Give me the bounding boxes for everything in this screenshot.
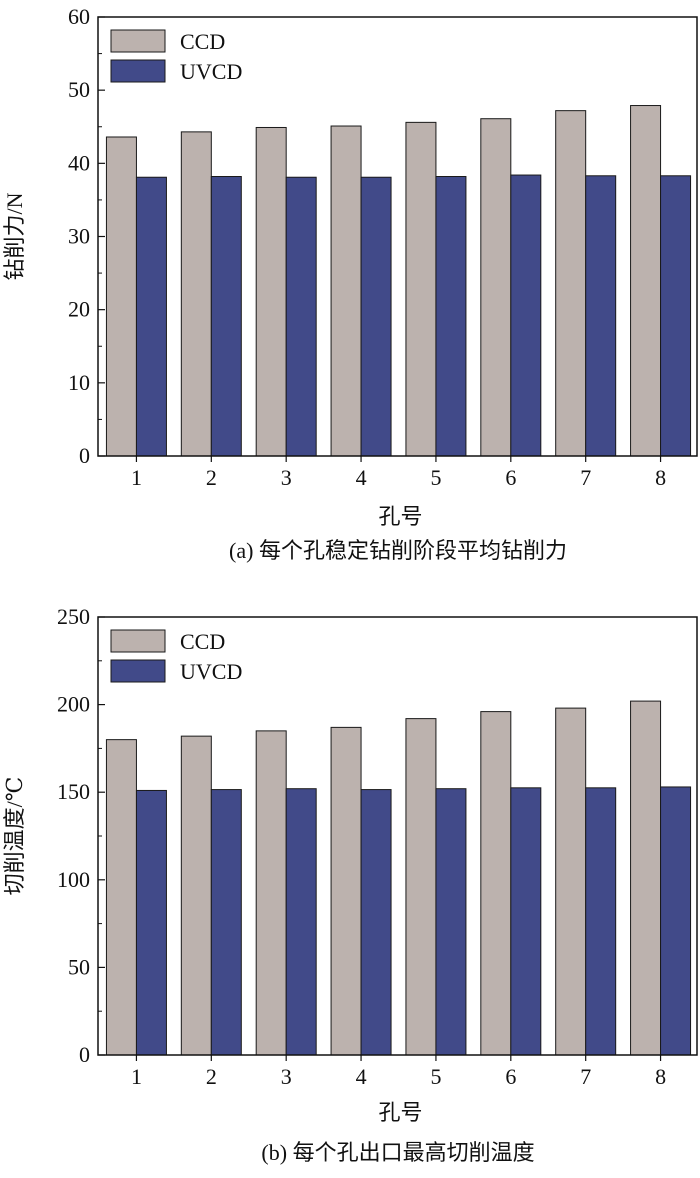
x-tick-label: 7 bbox=[580, 465, 591, 490]
chart-caption: (a) 每个孔稳定钻削阶段平均钻削力 bbox=[229, 538, 567, 563]
x-tick-label: 8 bbox=[655, 465, 666, 490]
bar-uvcd-8 bbox=[660, 786, 692, 1056]
bar-ccd-7 bbox=[555, 110, 587, 457]
bar-uvcd-2 bbox=[210, 789, 242, 1056]
x-tick-label: 4 bbox=[356, 465, 367, 490]
x-tick-label: 1 bbox=[131, 465, 142, 490]
bar-ccd-2 bbox=[180, 735, 212, 1056]
bar-ccd-1 bbox=[105, 136, 137, 457]
y-tick-label: 250 bbox=[57, 604, 90, 629]
bar-uvcd-7 bbox=[585, 787, 617, 1056]
y-tick-label: 30 bbox=[68, 224, 90, 249]
y-tick-label: 0 bbox=[79, 443, 90, 468]
bar-uvcd-6 bbox=[510, 174, 542, 457]
bar-uvcd-5 bbox=[435, 788, 467, 1056]
legend-label-ccd: CCD bbox=[180, 629, 225, 654]
bar-uvcd-6 bbox=[510, 787, 542, 1056]
y-axis-label: 切削温度/℃ bbox=[2, 777, 27, 896]
bar-ccd-6 bbox=[480, 711, 512, 1056]
y-tick-label: 10 bbox=[68, 370, 90, 395]
bar-uvcd-3 bbox=[285, 176, 317, 457]
bar-ccd-8 bbox=[630, 105, 662, 457]
y-axis-label: 钻削力/N bbox=[2, 192, 27, 280]
bar-ccd-1 bbox=[105, 739, 137, 1056]
x-tick-label: 8 bbox=[655, 1064, 666, 1089]
x-tick-label: 6 bbox=[505, 465, 516, 490]
chart-cutting-temperature: 0 50 100 150 200 250 1 2 3 4 5 6 7 8 孔号 切削温度/℃ (b) 每个孔出口… bbox=[2, 604, 698, 1165]
x-tick-label: 2 bbox=[206, 465, 217, 490]
x-axis-label: 孔号 bbox=[378, 504, 422, 529]
bar-ccd-3 bbox=[255, 730, 287, 1056]
legend-swatch-ccd bbox=[110, 629, 166, 653]
x-tick-label: 1 bbox=[131, 1064, 142, 1089]
bar-ccd-4 bbox=[330, 125, 362, 457]
bar-ccd-5 bbox=[405, 121, 437, 457]
bar-ccd-2 bbox=[180, 131, 212, 457]
bar-ccd-7 bbox=[555, 707, 587, 1056]
bar-uvcd-1 bbox=[135, 789, 167, 1056]
x-tick-label: 2 bbox=[206, 1064, 217, 1089]
bar-uvcd-2 bbox=[210, 176, 242, 457]
bar-ccd-5 bbox=[405, 718, 437, 1056]
bar-uvcd-4 bbox=[360, 789, 392, 1056]
x-tick-label: 3 bbox=[281, 1064, 292, 1089]
x-tick-label: 6 bbox=[505, 1064, 516, 1089]
y-tick-label: 40 bbox=[68, 150, 90, 175]
y-tick-label: 50 bbox=[68, 954, 90, 979]
y-tick-label: 0 bbox=[79, 1042, 90, 1067]
bar-ccd-6 bbox=[480, 118, 512, 457]
bar-uvcd-1 bbox=[135, 176, 167, 457]
bar-uvcd-3 bbox=[285, 788, 317, 1056]
bar-uvcd-5 bbox=[435, 176, 467, 457]
y-tick-label: 150 bbox=[57, 779, 90, 804]
y-tick-label: 100 bbox=[57, 867, 90, 892]
y-tick-label: 200 bbox=[57, 692, 90, 717]
bar-ccd-8 bbox=[630, 700, 662, 1056]
y-tick-label: 60 bbox=[68, 4, 90, 29]
chart-caption: (b) 每个孔出口最高切削温度 bbox=[261, 1140, 534, 1165]
bar-uvcd-4 bbox=[360, 176, 392, 457]
legend-swatch-uvcd bbox=[110, 659, 166, 683]
x-tick-label: 7 bbox=[580, 1064, 591, 1089]
legend-swatch-uvcd bbox=[110, 59, 166, 83]
y-tick-label: 50 bbox=[68, 77, 90, 102]
x-tick-label: 3 bbox=[281, 465, 292, 490]
legend-label-ccd: CCD bbox=[180, 29, 225, 54]
bar-ccd-4 bbox=[330, 726, 362, 1056]
bar-uvcd-7 bbox=[585, 175, 617, 457]
legend-label-uvcd: UVCD bbox=[180, 659, 242, 684]
legend-label-uvcd: UVCD bbox=[180, 59, 242, 84]
chart-drilling-force: 0 10 20 30 40 50 60 1 2 3 4 5 6 7 8 孔号 钻削力/N (a) 每个孔稳定钻削阶… bbox=[2, 4, 698, 563]
bar-uvcd-8 bbox=[660, 175, 692, 457]
x-axis-label: 孔号 bbox=[378, 1100, 422, 1125]
x-tick-label: 4 bbox=[356, 1064, 367, 1089]
legend-swatch-ccd bbox=[110, 29, 166, 53]
x-tick-label: 5 bbox=[430, 1064, 441, 1089]
bar-ccd-3 bbox=[255, 126, 287, 457]
y-tick-label: 20 bbox=[68, 297, 90, 322]
x-tick-label: 5 bbox=[430, 465, 441, 490]
